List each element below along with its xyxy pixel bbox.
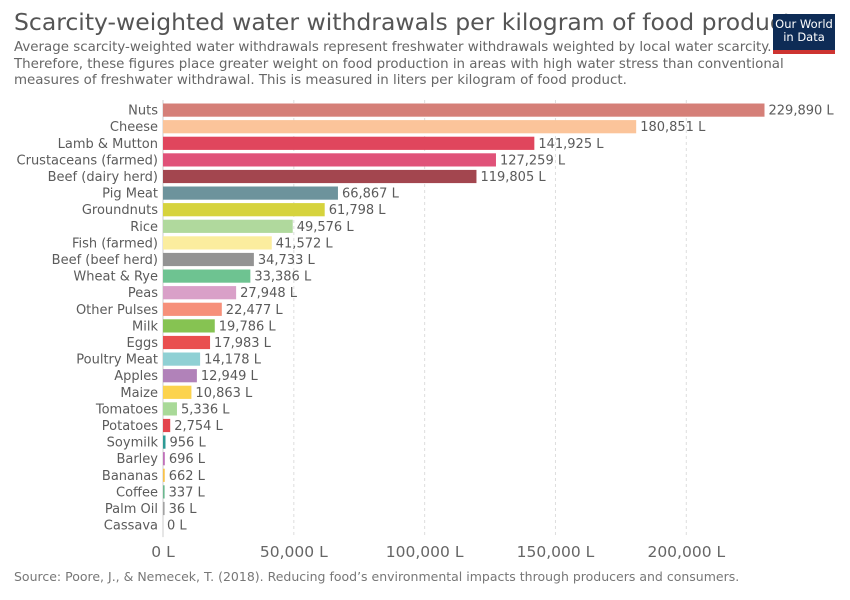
bar: [163, 186, 338, 200]
category-label: Milk: [132, 319, 158, 334]
bar: [163, 369, 197, 383]
bar: [163, 269, 251, 283]
bar: [163, 169, 477, 184]
bar: [163, 485, 165, 499]
category-label: Crustaceans (farmed): [17, 153, 158, 168]
bar: [163, 452, 165, 466]
bar: [163, 203, 325, 217]
category-label: Beef (dairy herd): [48, 170, 158, 185]
value-label: 49,576 L: [297, 220, 355, 235]
bar: [163, 153, 496, 167]
x-tick-label: 50,000 L: [260, 543, 328, 561]
category-label: Rice: [130, 220, 158, 235]
category-label: Wheat & Rye: [73, 270, 158, 285]
bar: [163, 302, 222, 316]
logo-line-1: Our World: [775, 17, 833, 31]
category-label: Tomatoes: [95, 402, 158, 417]
chart-title: Scarcity-weighted water withdrawals per …: [14, 8, 793, 36]
chart-subtitle: Average scarcity-weighted water withdraw…: [14, 40, 784, 88]
bar: [163, 435, 166, 449]
category-label: Barley: [116, 452, 158, 467]
bar: [163, 286, 237, 300]
category-label: Fish (farmed): [72, 236, 158, 251]
value-label: 696 L: [169, 452, 206, 467]
category-label: Pig Meat: [102, 187, 158, 202]
value-label: 17,983 L: [214, 336, 272, 351]
x-tick-label: 100,000 L: [386, 543, 464, 561]
category-label: Potatoes: [102, 419, 158, 434]
category-label: Poultry Meat: [76, 353, 158, 368]
value-label: 956 L: [170, 436, 207, 451]
bar: [163, 468, 165, 482]
value-label: 61,798 L: [329, 203, 387, 218]
value-label: 66,867 L: [342, 187, 400, 202]
value-label: 662 L: [169, 469, 206, 484]
category-label: Apples: [114, 369, 158, 384]
value-label: 2,754 L: [174, 419, 223, 434]
bar: [163, 418, 171, 433]
owid-logo[interactable]: Our World in Data: [773, 14, 835, 54]
value-label: 127,259 L: [500, 153, 566, 168]
value-label: 10,863 L: [195, 386, 253, 401]
x-tick-label: 150,000 L: [517, 543, 595, 561]
bar: [163, 103, 765, 117]
value-label: 27,948 L: [240, 286, 298, 301]
value-label: 119,805 L: [480, 170, 546, 185]
value-label: 141,925 L: [538, 137, 604, 152]
value-label: 41,572 L: [276, 236, 334, 251]
category-label: Groundnuts: [82, 203, 158, 218]
value-label: 229,890 L: [769, 104, 835, 119]
value-label: 34,733 L: [258, 253, 316, 268]
category-label: Other Pulses: [76, 303, 158, 318]
source-note: Source: Poore, J., & Nemecek, T. (2018).…: [14, 569, 740, 584]
value-label: 12,949 L: [201, 369, 259, 384]
value-label: 0 L: [167, 519, 187, 534]
x-tick-label: 0 L: [151, 543, 175, 561]
category-label: Peas: [128, 286, 158, 301]
category-label: Lamb & Mutton: [58, 137, 158, 152]
value-label: 22,477 L: [226, 303, 284, 318]
bar: [163, 236, 272, 250]
bar: [163, 219, 293, 233]
value-label: 337 L: [169, 485, 206, 500]
category-label: Maize: [120, 386, 158, 401]
bar: [163, 385, 192, 399]
bar: [163, 136, 535, 150]
category-label: Palm Oil: [105, 502, 158, 517]
bar: [163, 252, 254, 267]
value-label: 19,786 L: [219, 319, 277, 334]
bar: [163, 352, 201, 366]
bar: [163, 501, 165, 516]
value-label: 14,178 L: [204, 353, 262, 368]
category-label: Eggs: [127, 336, 159, 351]
value-label: 180,851 L: [640, 120, 706, 135]
logo-line-2: in Data: [783, 29, 825, 44]
bar: [163, 319, 215, 333]
x-tick-label: 200,000 L: [647, 543, 725, 561]
value-label: 5,336 L: [181, 402, 230, 417]
category-label: Nuts: [128, 104, 158, 119]
category-label: Bananas: [102, 469, 158, 484]
value-label: 33,386 L: [254, 270, 312, 285]
category-label: Cheese: [110, 120, 158, 135]
category-label: Beef (beef herd): [52, 253, 158, 268]
value-label: 36 L: [169, 502, 198, 517]
category-label: Coffee: [116, 485, 158, 500]
category-label: Soymilk: [107, 436, 159, 451]
bar: [163, 335, 211, 350]
category-label: Cassava: [104, 519, 158, 534]
bar: [163, 120, 637, 134]
bar: [163, 402, 177, 416]
